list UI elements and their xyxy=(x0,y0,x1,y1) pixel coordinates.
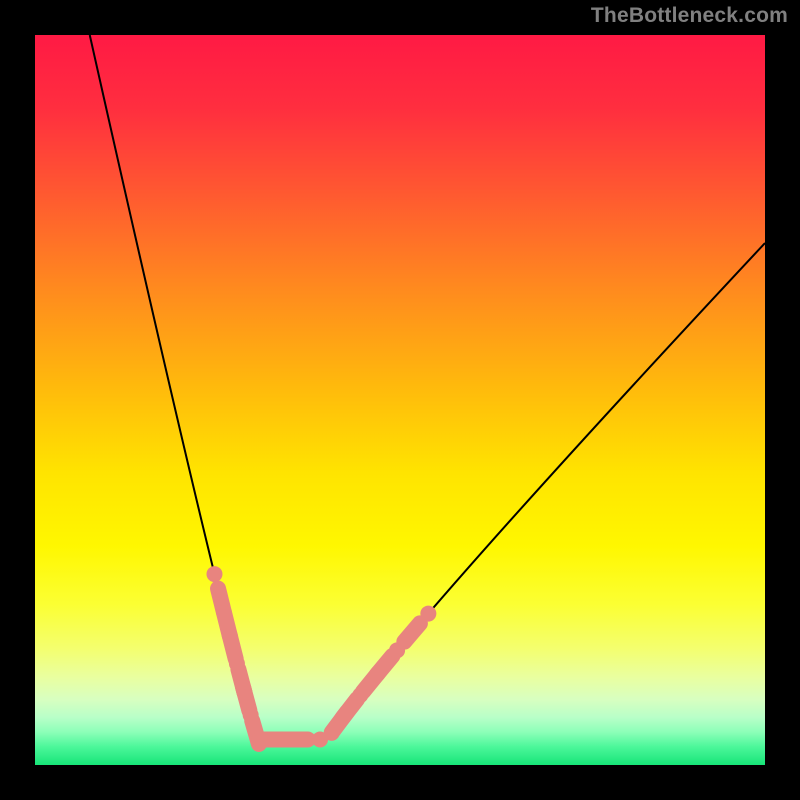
bottleneck-chart xyxy=(0,0,800,800)
chart-container: TheBottleneck.com xyxy=(0,0,800,800)
watermark-text: TheBottleneck.com xyxy=(591,4,788,28)
